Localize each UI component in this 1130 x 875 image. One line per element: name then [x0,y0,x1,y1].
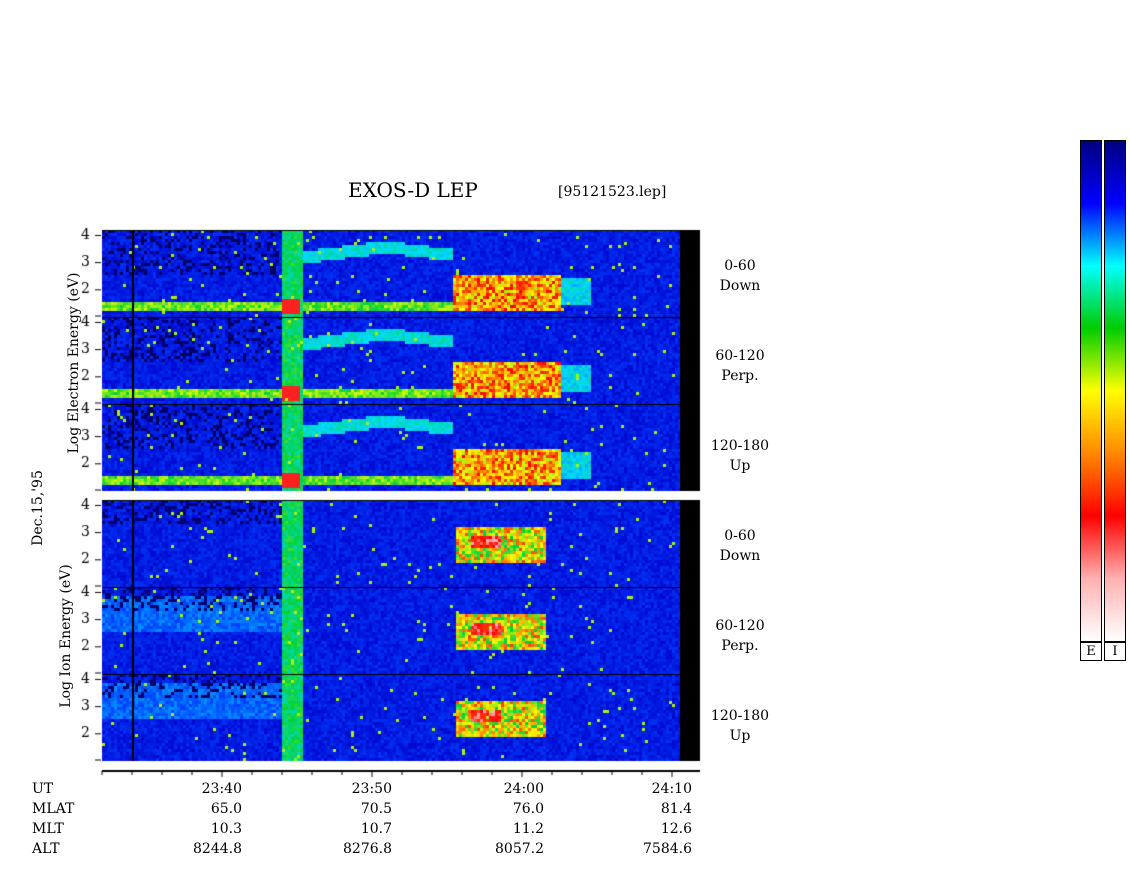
alt-value: 8057.2 [495,841,544,857]
electron-colorbar [1080,140,1102,642]
panel-label: 0-60 Down [700,256,780,296]
mlt-value: 11.2 [512,821,544,837]
direction-label: Down [719,278,761,294]
mlat-value: 65.0 [210,801,242,817]
ut-value: 24:00 [503,781,544,797]
direction-label: Perp. [721,368,759,384]
panel-label: 60-120 Perp. [700,346,780,386]
alt-value: 8276.8 [343,841,392,857]
direction-label: Down [719,548,761,564]
ut-value: 23:40 [201,781,242,797]
panel-label: 120-180 Up [700,436,780,476]
pitch-angle-label: 60-120 [715,618,765,634]
ut-value: 24:10 [651,781,692,797]
mlat-value: 70.5 [360,801,392,817]
pitch-angle-label: 120-180 [710,708,770,724]
mlt-value: 10.3 [210,821,242,837]
panel-label: 120-180 Up [700,706,780,746]
ephem-row-label: MLAT [32,801,75,817]
ut-value: 23:50 [351,781,392,797]
pitch-angle-label: 60-120 [715,348,765,364]
ion-colorbar [1104,140,1126,642]
pitch-angle-label: 0-60 [724,258,756,274]
file-name: [95121523.lep] [558,184,667,200]
chart-title: EXOS-D LEP [348,178,478,202]
mlt-value: 12.6 [660,821,692,837]
alt-value: 8244.8 [193,841,242,857]
ion-colorbar-label: I [1104,642,1126,661]
ephem-row-label: MLT [32,821,64,837]
mlat-value: 81.4 [660,801,692,817]
direction-label: Perp. [721,638,759,654]
electron-axis-label: Log Electron Energy (eV) [66,272,82,454]
panel-label: 60-120 Perp. [700,616,780,656]
direction-label: Up [729,458,751,474]
pitch-angle-label: 0-60 [724,528,756,544]
ephem-row-label: UT [32,781,54,797]
pitch-angle-label: 120-180 [710,438,770,454]
date-label: Dec.15,'95 [30,470,46,546]
panel-label: 0-60 Down [700,526,780,566]
direction-label: Up [729,728,751,744]
mlat-value: 76.0 [512,801,544,817]
alt-value: 7584.6 [643,841,692,857]
ion-axis-label: Log Ion Energy (eV) [58,564,74,708]
electron-colorbar-label: E [1080,642,1102,661]
mlt-value: 10.7 [360,821,392,837]
ephem-row-label: ALT [32,841,60,857]
